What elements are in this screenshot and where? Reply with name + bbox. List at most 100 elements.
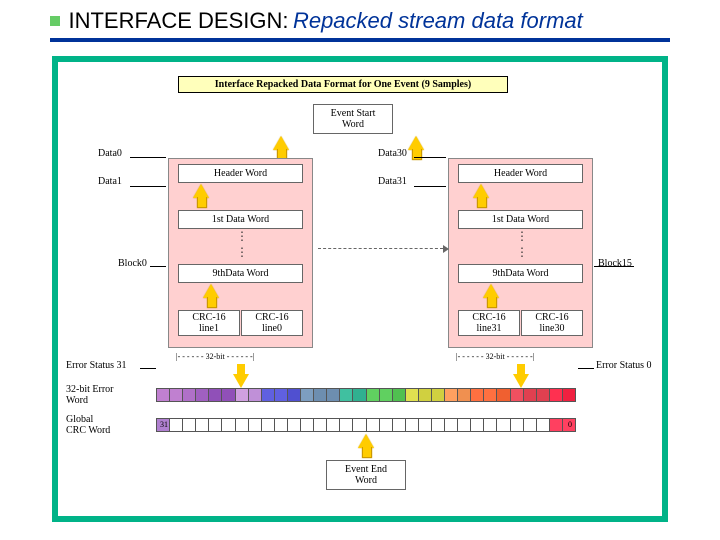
label-data0: Data0 [98,148,122,159]
crc-bit-cell [511,419,524,431]
crc-bit-cell [314,419,327,431]
label-data30: Data30 [378,148,407,159]
crc-bit-cell [288,419,301,431]
ninth-data-word-box-r: 9thData Word [458,264,583,283]
crc-bit-cell [327,419,340,431]
crc-bit-cell [222,419,235,431]
error-bit-cell [511,389,524,401]
crc-bit-cell [393,419,406,431]
label-block15: Block15 [598,258,632,269]
error-bit-cell [236,389,249,401]
arrow-icon [483,284,499,298]
error-bit-cell [393,389,406,401]
event-end-box: Event End Word [326,460,406,490]
error-bit-cell [183,389,196,401]
error-bit-cell [497,389,510,401]
crc-bit-cell [550,419,563,431]
error-bit-cell [275,389,288,401]
arrow-down-icon [513,374,529,388]
arrow-icon [193,184,209,198]
dots-icon: ⋮ [236,250,248,254]
connector [140,368,156,369]
label-err-word: 32-bit Error Word [66,384,114,406]
error-bit-cell [380,389,393,401]
connector [130,157,166,158]
crc-bit-cell [484,419,497,431]
error-bit-cell [157,389,170,401]
crc-bit-cell [524,419,537,431]
label-err31: Error Status 31 [66,360,127,371]
crc-bit-cell [458,419,471,431]
arrow-down-icon [233,374,249,388]
bullet-icon [50,16,60,26]
ninth-data-word-box-l: 9thData Word [178,264,303,283]
crc-bit-cell [353,419,366,431]
bit31: 31 [160,420,168,429]
error-bit-cell [327,389,340,401]
dots-icon: ⋮ [516,234,528,238]
error-bit-cell [301,389,314,401]
crc-bit-cell [236,419,249,431]
error-bit-cell [288,389,301,401]
title-bar: INTERFACE DESIGN: Repacked stream data f… [50,8,670,42]
header-banner: Interface Repacked Data Format for One E… [178,76,508,93]
error-bit-cell [458,389,471,401]
crc-bit-cell [432,419,445,431]
header-word-box-r: Header Word [458,164,583,183]
arrow-icon [203,284,219,298]
bit0: 0 [568,420,572,429]
label-block0: Block0 [118,258,147,269]
crc-bit-cell [471,419,484,431]
error-bit-cell [196,389,209,401]
first-data-word-box-r: 1st Data Word [458,210,583,229]
crc-bit-cell [380,419,393,431]
bitwidth-r: |‑ ‑ ‑ ‑ ‑ ‑ 32-bit ‑ ‑ ‑ ‑ ‑ ‑| [456,352,534,361]
crc-bit-cell [249,419,262,431]
title-sub: Repacked stream data format [293,8,583,33]
error-bit-cell [340,389,353,401]
first-data-word-box-l: 1st Data Word [178,210,303,229]
error-bit-cell [445,389,458,401]
error-bit-cell [550,389,563,401]
error-bit-cell [262,389,275,401]
arrow-icon [473,184,489,198]
crc-bit-cell [497,419,510,431]
crc-l0: CRC-16 line0 [241,310,303,336]
crc-bit-cell [406,419,419,431]
arrow-icon [358,434,374,448]
connector [414,157,446,158]
arrow-icon [273,136,289,150]
error-bit-cell [209,389,222,401]
error-word-strip [156,388,576,402]
crc-bit-cell [419,419,432,431]
diagram-frame: Interface Repacked Data Format for One E… [52,56,668,522]
event-start-box: Event Start Word [313,104,393,134]
error-bit-cell [471,389,484,401]
crc-bit-cell [537,419,550,431]
dash-arrow [318,248,443,249]
arrow-icon [408,136,424,150]
crc-r31: CRC-16 line31 [458,310,520,336]
error-bit-cell [524,389,537,401]
crc-bit-cell [262,419,275,431]
error-bit-cell [563,389,575,401]
connector [130,186,166,187]
connector [414,186,446,187]
crc-l1: CRC-16 line1 [178,310,240,336]
crc-bit-cell [196,419,209,431]
connector [594,266,634,267]
error-bit-cell [367,389,380,401]
error-bit-cell [170,389,183,401]
title-main: INTERFACE DESIGN: [68,8,288,33]
label-crc-word: Global CRC Word [66,414,110,436]
error-bit-cell [537,389,550,401]
error-bit-cell [432,389,445,401]
error-bit-cell [484,389,497,401]
label-data31: Data31 [378,176,407,187]
error-bit-cell [314,389,327,401]
error-bit-cell [222,389,235,401]
crc-bit-cell [275,419,288,431]
crc-bit-cell [367,419,380,431]
label-data1: Data1 [98,176,122,187]
error-bit-cell [249,389,262,401]
